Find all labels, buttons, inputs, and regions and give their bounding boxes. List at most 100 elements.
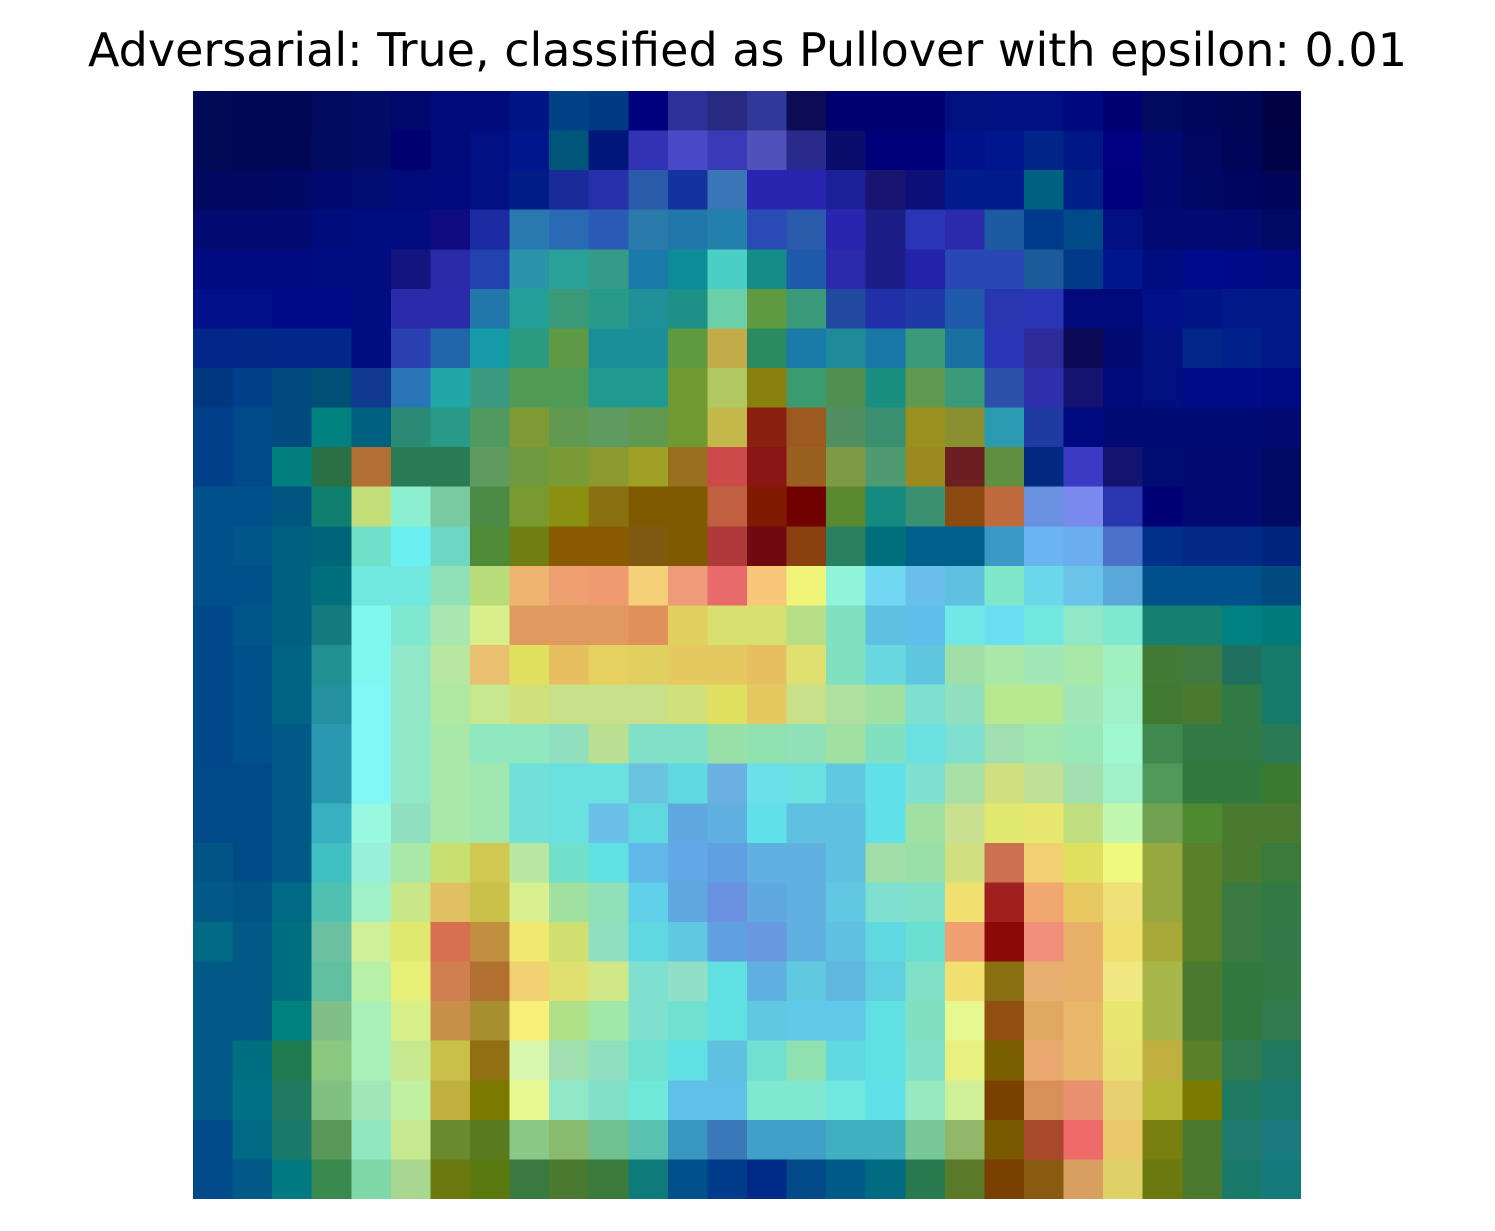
pixel-cell <box>667 249 709 290</box>
pixel-cell <box>905 526 946 567</box>
pixel-cell <box>193 447 234 488</box>
pixel-cell <box>628 486 669 528</box>
pixel-cell <box>667 565 709 607</box>
pixel-cell <box>588 922 630 963</box>
figure-title: Adversarial: True, classified as Pullove… <box>88 23 1407 77</box>
pixel-cell <box>1063 447 1104 488</box>
pixel-cell <box>509 288 550 330</box>
pixel-cell <box>509 407 550 448</box>
pixel-cell <box>272 961 313 1002</box>
pixel-cell <box>1142 882 1184 923</box>
pixel-cell <box>272 486 313 528</box>
pixel-cell <box>470 130 511 171</box>
pixel-cell <box>390 763 432 805</box>
pixel-cell <box>1103 645 1144 686</box>
pixel-cell <box>311 882 353 923</box>
pixel-cell <box>1182 922 1223 963</box>
pixel-cell <box>667 961 709 1002</box>
pixel-cell <box>905 288 946 330</box>
pixel-cell <box>707 961 748 1002</box>
pixel-cell <box>826 605 867 646</box>
pixel-cell <box>747 328 788 369</box>
pixel-cell <box>549 605 590 646</box>
pixel-cell <box>549 328 590 369</box>
pixel-cell <box>1142 407 1184 448</box>
pixel-cell <box>549 882 590 923</box>
pixel-cell <box>1024 1080 1065 1121</box>
pixel-cell <box>588 882 630 923</box>
pixel-cell <box>470 209 511 251</box>
pixel-cell <box>944 922 986 963</box>
pixel-cell <box>272 368 313 409</box>
pixel-cell <box>232 724 273 765</box>
pixel-cell <box>390 961 432 1002</box>
pixel-cell <box>905 407 946 448</box>
pixel-cell <box>549 209 590 251</box>
pixel-cell <box>786 1040 827 1082</box>
pixel-cell <box>1063 170 1104 211</box>
pixel-cell <box>430 922 471 963</box>
pixel-cell <box>826 842 867 884</box>
pixel-cell <box>707 605 748 646</box>
pixel-cell <box>1261 447 1301 488</box>
pixel-cell <box>311 170 353 211</box>
pixel-cell <box>1221 842 1263 884</box>
pixel-cell <box>667 447 709 488</box>
pixel-cell <box>1142 288 1184 330</box>
pixel-cell <box>944 1001 986 1042</box>
pixel-cell <box>667 882 709 923</box>
pixel-cell <box>1024 882 1065 923</box>
pixel-cell <box>351 842 392 884</box>
pixel-cell <box>667 209 709 251</box>
pixel-cell <box>232 961 273 1002</box>
pixel-cell <box>1024 842 1065 884</box>
pixel-cell <box>1221 447 1263 488</box>
pixel-cell <box>747 1001 788 1042</box>
pixel-cell <box>667 1159 709 1199</box>
pixel-cell <box>1261 882 1301 923</box>
pixel-cell <box>193 486 234 528</box>
pixel-cell <box>311 605 353 646</box>
pixel-cell <box>390 249 432 290</box>
pixel-cell <box>430 447 471 488</box>
pixel-cell <box>1261 91 1301 132</box>
pixel-cell <box>786 526 827 567</box>
pixel-cell <box>1261 526 1301 567</box>
pixel-cell <box>628 1001 669 1042</box>
pixel-cell <box>1261 565 1301 607</box>
pixel-cell <box>588 170 630 211</box>
pixel-cell <box>232 1159 273 1199</box>
pixel-cell <box>549 565 590 607</box>
pixel-cell <box>272 763 313 805</box>
pixel-cell <box>509 91 550 132</box>
pixel-cell <box>509 130 550 171</box>
pixel-cell <box>667 1001 709 1042</box>
pixel-cell <box>1103 328 1144 369</box>
pixel-cell <box>786 605 827 646</box>
pixel-cell <box>1024 922 1065 963</box>
pixel-cell <box>1182 447 1223 488</box>
pixel-cell <box>865 922 907 963</box>
pixel-cell <box>232 684 273 725</box>
pixel-cell <box>984 565 1025 607</box>
pixel-cell <box>826 328 867 369</box>
pixel-cell <box>826 763 867 805</box>
pixel-cell <box>430 170 471 211</box>
pixel-cell <box>944 1040 986 1082</box>
pixel-cell <box>470 842 511 884</box>
pixel-cell <box>1261 724 1301 765</box>
pixel-cell <box>826 288 867 330</box>
pixel-cell <box>944 249 986 290</box>
pixel-cell <box>1182 130 1223 171</box>
pixel-cell <box>1182 526 1223 567</box>
pixel-cell <box>786 842 827 884</box>
pixel-cell <box>549 170 590 211</box>
pixel-cell <box>1142 447 1184 488</box>
pixel-cell <box>905 368 946 409</box>
pixel-cell <box>628 447 669 488</box>
pixel-cell <box>588 565 630 607</box>
pixel-cell <box>1182 1001 1223 1042</box>
pixel-cell <box>905 922 946 963</box>
pixel-cell <box>984 486 1025 528</box>
pixel-cell <box>549 803 590 844</box>
